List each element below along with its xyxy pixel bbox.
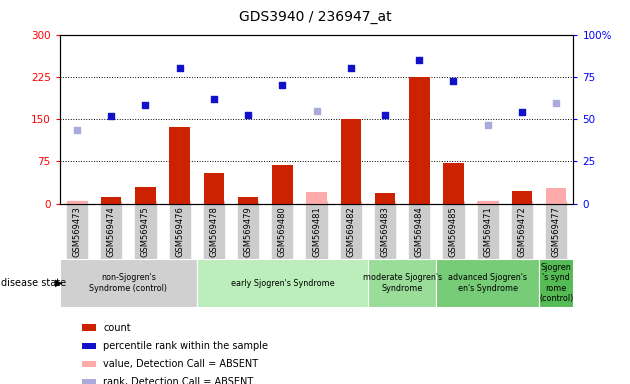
Text: Sjogren
's synd
rome
(control): Sjogren 's synd rome (control): [539, 263, 573, 303]
Point: [517, 109, 527, 115]
Point: [106, 113, 116, 119]
Bar: [238, 197, 258, 204]
Text: early Sjogren's Syndrome: early Sjogren's Syndrome: [231, 279, 334, 288]
Point: [551, 100, 561, 106]
Text: percentile rank within the sample: percentile rank within the sample: [103, 341, 268, 351]
Bar: [409, 77, 430, 204]
Bar: [306, 192, 327, 204]
Bar: [169, 127, 190, 204]
Point: [72, 127, 82, 133]
Point: [380, 111, 390, 118]
Text: disease state: disease state: [1, 278, 66, 288]
Point: [483, 122, 493, 128]
Bar: [478, 201, 498, 204]
Bar: [375, 194, 395, 204]
Point: [346, 65, 356, 71]
Bar: [135, 187, 156, 204]
Text: advanced Sjogren's
en's Syndrome: advanced Sjogren's en's Syndrome: [448, 273, 527, 293]
Text: moderate Sjogren's
Syndrome: moderate Sjogren's Syndrome: [363, 273, 442, 293]
Text: value, Detection Call = ABSENT: value, Detection Call = ABSENT: [103, 359, 258, 369]
Bar: [272, 165, 292, 204]
Point: [175, 65, 185, 71]
Point: [277, 82, 287, 88]
Bar: [101, 197, 122, 204]
Bar: [512, 191, 532, 204]
Text: ▶: ▶: [55, 278, 63, 288]
Bar: [67, 201, 87, 204]
Point: [140, 102, 151, 108]
Bar: [341, 119, 361, 204]
Point: [449, 78, 459, 84]
Bar: [546, 188, 566, 204]
Text: GDS3940 / 236947_at: GDS3940 / 236947_at: [239, 10, 391, 23]
Point: [414, 57, 424, 63]
Text: rank, Detection Call = ABSENT: rank, Detection Call = ABSENT: [103, 377, 253, 384]
Point: [311, 108, 321, 114]
Text: count: count: [103, 323, 131, 333]
Bar: [203, 172, 224, 204]
Point: [243, 111, 253, 118]
Bar: [444, 163, 464, 204]
Point: [209, 96, 219, 103]
Text: non-Sjogren's
Syndrome (control): non-Sjogren's Syndrome (control): [89, 273, 168, 293]
